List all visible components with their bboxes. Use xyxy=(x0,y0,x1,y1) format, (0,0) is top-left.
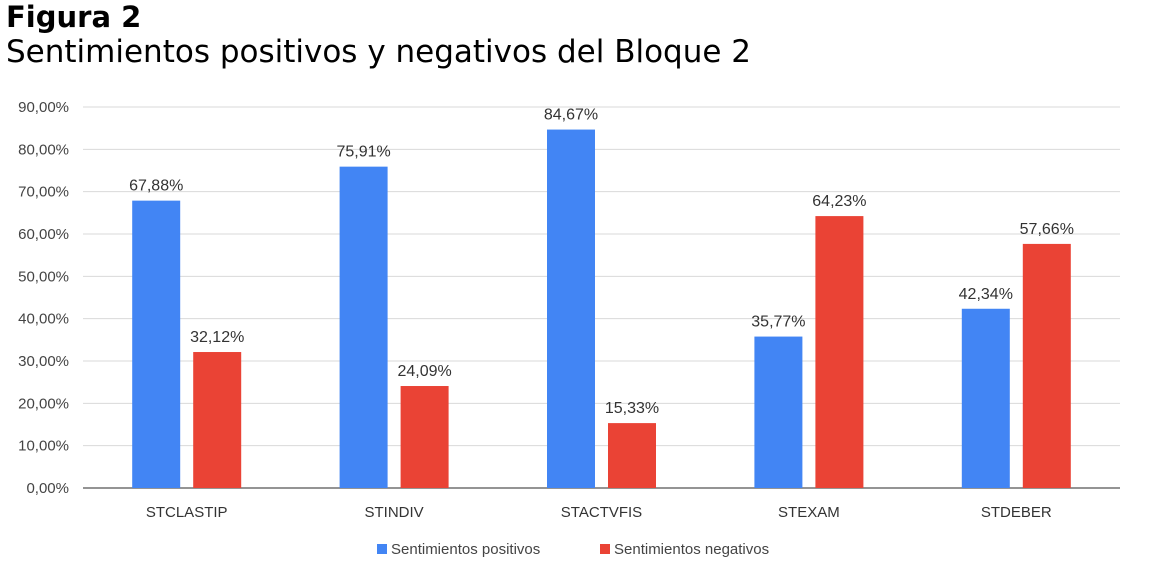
bar-negative xyxy=(1022,243,1071,488)
y-tick-label: 80,00% xyxy=(18,141,69,158)
y-tick-label: 10,00% xyxy=(18,438,69,455)
bar-negative xyxy=(815,216,864,488)
y-tick-label: 70,00% xyxy=(18,184,69,201)
y-tick-label: 40,00% xyxy=(18,311,69,328)
y-tick-label: 90,00% xyxy=(18,99,69,116)
data-label-negative: 64,23% xyxy=(812,193,866,210)
bar-negative xyxy=(193,352,242,488)
x-category-label: STDEBER xyxy=(981,504,1052,521)
data-label-negative: 57,66% xyxy=(1020,221,1074,238)
x-category-label: STINDIV xyxy=(365,504,424,521)
bar-positive xyxy=(339,166,388,489)
data-label-negative: 15,33% xyxy=(605,400,659,417)
legend-label-positive: Sentimientos positivos xyxy=(391,541,540,558)
data-label-positive: 67,88% xyxy=(129,178,183,195)
data-label-negative: 24,09% xyxy=(397,363,451,380)
y-tick-label: 50,00% xyxy=(18,268,69,285)
y-tick-label: 20,00% xyxy=(18,395,69,412)
y-axis-ticks: 0,00% 10,00% 20,00% 30,00% 40,00% 50,00% 60,00… xyxy=(18,99,69,497)
data-label-negative: 32,12% xyxy=(190,329,244,346)
bar-negative xyxy=(608,423,656,488)
data-label-positive: 84,67% xyxy=(544,107,598,124)
y-tick-label: 0,00% xyxy=(26,480,69,497)
bars xyxy=(132,129,1071,489)
gridlines xyxy=(83,106,1120,489)
legend: Sentimientos positivos Sentimientos negat… xyxy=(377,541,769,558)
legend-swatch-negative xyxy=(600,544,610,554)
y-tick-label: 30,00% xyxy=(18,353,69,370)
figure-label: Figura 2 xyxy=(6,0,142,34)
data-label-positive: 35,77% xyxy=(751,314,805,331)
bar-positive xyxy=(754,336,803,488)
data-labels: 67,88% 32,12% 75,91% 24,09% 84,67% 15,33% 35,7… xyxy=(129,107,1074,418)
x-category-label: STEXAM xyxy=(778,504,840,521)
bar-positive xyxy=(547,129,595,488)
bar-negative xyxy=(400,386,449,488)
x-category-label: STCLASTIP xyxy=(146,504,228,521)
bar-positive xyxy=(132,200,181,488)
bar-positive xyxy=(961,308,1010,488)
x-axis-categories: STCLASTIP STINDIV STACTVFIS STEXAM STDEBER xyxy=(146,504,1052,521)
x-category-label: STACTVFIS xyxy=(561,504,642,521)
data-label-positive: 75,91% xyxy=(336,144,390,161)
y-tick-label: 60,00% xyxy=(18,226,69,243)
legend-label-negative: Sentimientos negativos xyxy=(614,541,769,558)
chart-title: Sentimientos positivos y negativos del B… xyxy=(6,34,752,70)
data-label-positive: 42,34% xyxy=(959,286,1013,303)
legend-swatch-positive xyxy=(377,544,387,554)
